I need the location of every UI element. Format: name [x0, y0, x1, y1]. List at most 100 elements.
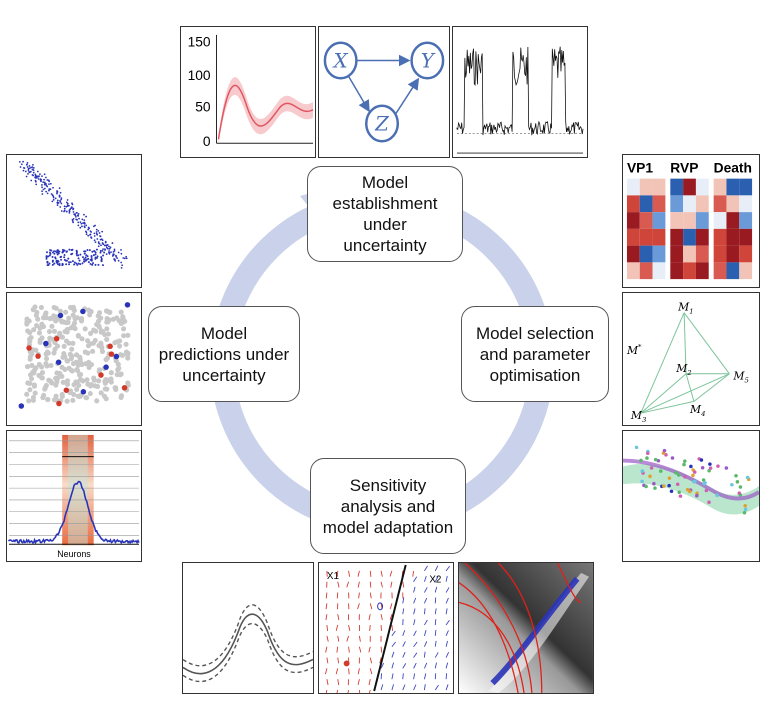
scatter-point	[72, 207, 75, 210]
cluster-point	[125, 382, 131, 388]
scatter-point	[41, 184, 43, 186]
heatmap-cell	[670, 212, 684, 229]
cluster-point	[31, 327, 37, 333]
vector-arrow	[413, 619, 416, 626]
cluster-point	[24, 364, 31, 370]
vector-arrow	[389, 603, 393, 610]
panel-neurons: Neurons	[6, 430, 142, 562]
vector-arrow	[369, 657, 373, 664]
vector-arrow	[380, 581, 383, 588]
scatter-point	[46, 261, 49, 264]
vector-arrow	[424, 619, 428, 626]
vector-arrow	[402, 630, 406, 637]
scatter-point	[76, 254, 79, 257]
heatmap-cell	[713, 212, 727, 229]
vector-arrow	[337, 657, 340, 664]
scatter-point	[48, 262, 51, 265]
scatter-point	[22, 160, 24, 163]
node-y-label: Y	[421, 49, 436, 72]
fit-point	[648, 474, 652, 479]
scatter-point	[73, 261, 76, 264]
fit-point	[743, 503, 747, 508]
scatter-point	[71, 252, 74, 255]
fit-point	[715, 493, 719, 498]
scatter-point	[97, 263, 100, 266]
vector-arrow	[434, 576, 439, 582]
mean-line	[217, 84, 314, 140]
cluster-point	[104, 336, 110, 342]
vector-arrow	[336, 646, 339, 653]
fit-point	[692, 470, 697, 474]
panel-wave-bounds	[182, 562, 314, 694]
panel-heatmaps: VP1 RVP Death	[622, 154, 760, 288]
vector-arrow	[347, 689, 350, 693]
scatter-point	[92, 254, 95, 257]
fit-point	[724, 466, 729, 470]
stage-sensitivity-analysis: Sensitivity analysis and model adaptatio…	[310, 458, 466, 554]
panel-scatter-blue	[6, 154, 142, 288]
cluster-point	[96, 343, 102, 349]
vector-label-x1: X1	[327, 571, 339, 582]
highlight-point	[80, 389, 87, 395]
scatter-point	[86, 255, 89, 258]
scatter-point	[101, 230, 104, 233]
cluster-point	[115, 367, 121, 373]
cluster-point	[35, 316, 41, 322]
scatter-point	[125, 257, 128, 260]
vector-arrow	[423, 630, 427, 637]
fit-point	[664, 453, 668, 457]
scatter-point	[55, 251, 58, 254]
cluster-point	[70, 312, 76, 318]
scatter-point	[100, 259, 103, 262]
scatter-point	[59, 200, 61, 202]
scatter-point	[77, 257, 80, 260]
heatmap-cell	[739, 262, 753, 280]
scatter-point	[38, 175, 40, 178]
cluster-point	[90, 348, 96, 354]
cluster-point	[82, 326, 88, 332]
heatmap-cell	[739, 178, 753, 196]
scatter-point	[112, 254, 115, 257]
cluster-point	[79, 336, 85, 342]
vector-arrow	[325, 603, 328, 610]
cluster-point	[49, 323, 55, 329]
vector-arrow	[424, 565, 428, 572]
scatter-point	[115, 254, 117, 257]
scatter-point	[104, 241, 107, 244]
highlight-point	[63, 387, 70, 393]
scatter-point	[100, 256, 103, 259]
fit-point	[645, 456, 649, 460]
scatter-point	[75, 250, 78, 253]
scatter-point	[123, 257, 126, 260]
node-z-label: Z	[374, 112, 389, 135]
vector-arrow	[325, 646, 328, 653]
scatter-point	[105, 253, 108, 255]
cluster-point	[67, 351, 73, 357]
fit-point	[639, 458, 643, 463]
model-label-m4: M4	[689, 403, 705, 418]
scatter-point	[20, 163, 23, 166]
cluster-point	[57, 330, 63, 336]
fit-point	[734, 474, 738, 478]
heatmap-cell	[726, 178, 740, 196]
scatter-point	[68, 248, 71, 251]
scatter-point	[51, 259, 54, 262]
heatmap-cell	[739, 212, 753, 229]
vector-arrow	[358, 646, 362, 653]
vector-arrow	[346, 635, 349, 642]
scatter-point	[83, 222, 86, 225]
heatmap-cell	[652, 228, 666, 246]
fit-point	[662, 448, 667, 453]
scatter-point	[59, 191, 62, 194]
scatter-point	[63, 256, 66, 259]
vector-arrow	[336, 689, 339, 693]
scatter-point	[43, 187, 46, 190]
vector-arrow	[412, 570, 415, 577]
signal-trace	[456, 46, 584, 136]
cluster-point	[31, 383, 37, 389]
vector-arrow	[402, 663, 407, 669]
cluster-point	[65, 358, 71, 364]
heatmap-cell	[713, 195, 727, 213]
fit-point	[675, 482, 680, 487]
cluster-point	[98, 390, 104, 396]
